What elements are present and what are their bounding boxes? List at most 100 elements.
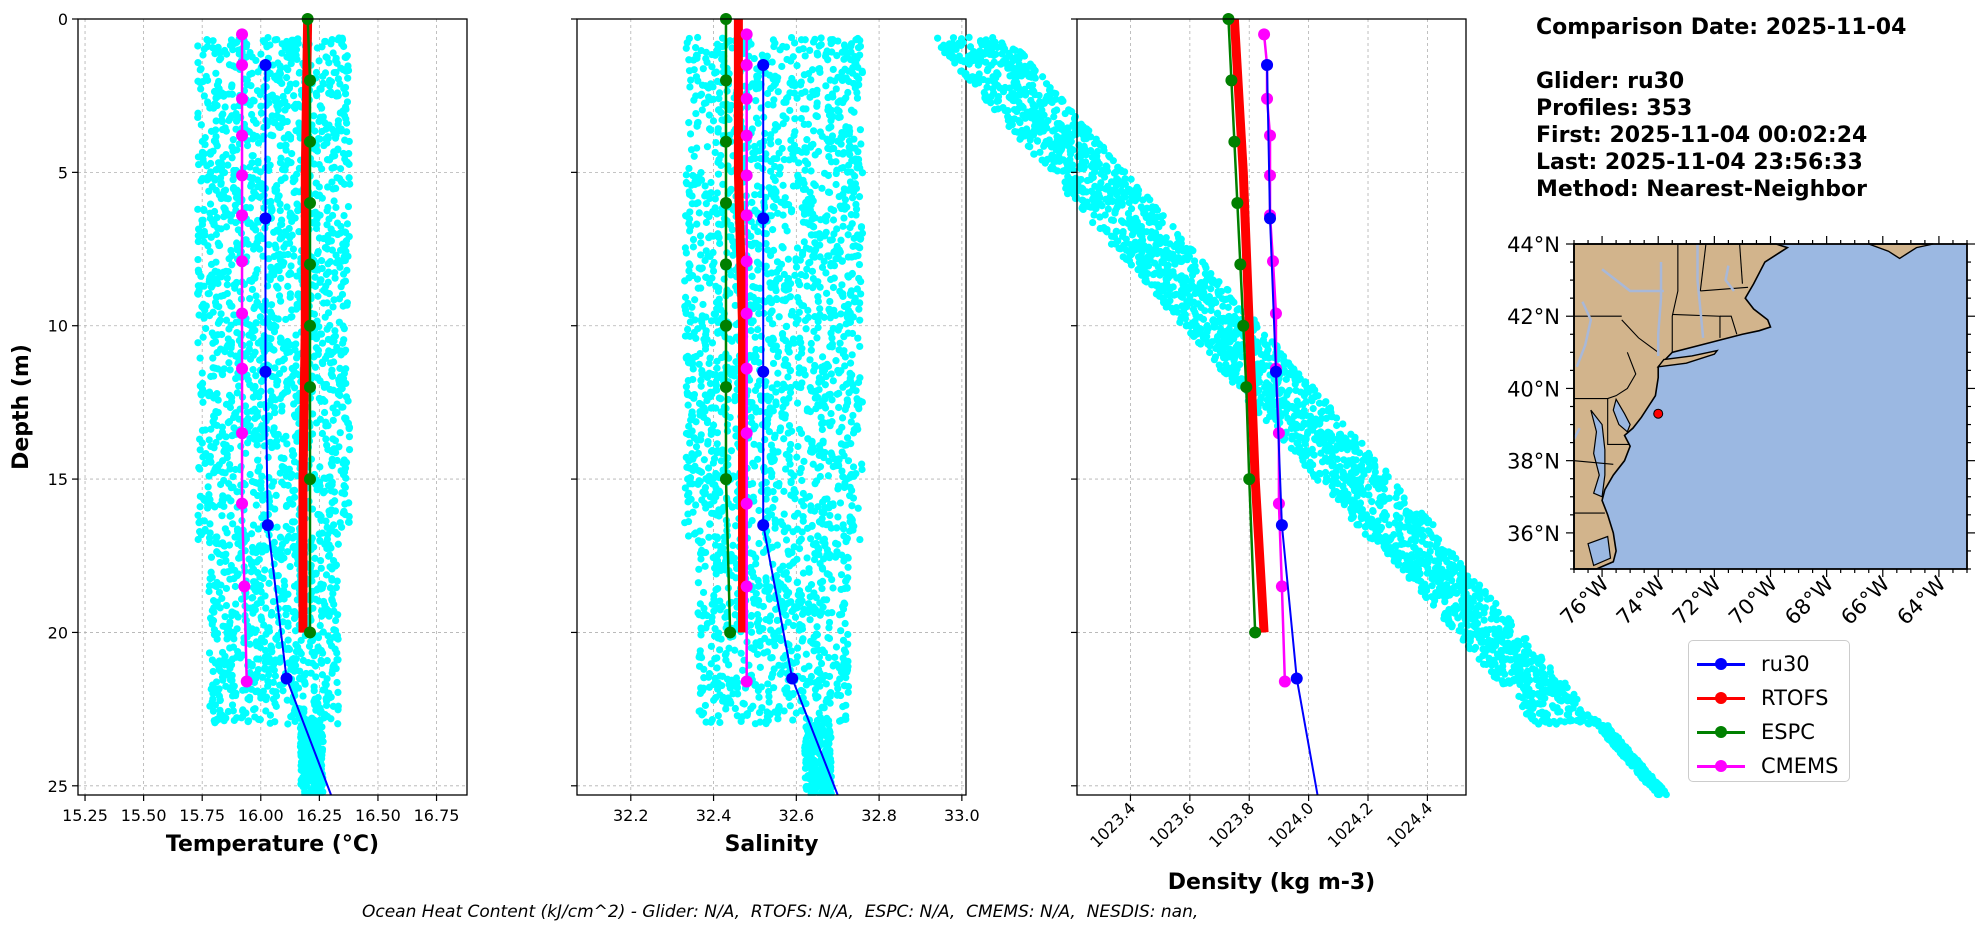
scatter-point: [791, 271, 799, 279]
scatter-point: [737, 649, 745, 657]
scatter-point: [257, 109, 266, 117]
scatter-point: [197, 177, 205, 185]
scatter-point: [277, 221, 285, 229]
scatter-point: [195, 311, 203, 319]
scatter-point: [800, 366, 808, 374]
scatter-point: [283, 231, 291, 239]
scatter-point: [311, 363, 320, 371]
scatter-point: [838, 423, 846, 431]
scatter-point: [205, 587, 213, 596]
scatter-point: [775, 275, 783, 283]
scatter-point: [769, 488, 777, 496]
scatter-point: [292, 127, 300, 135]
scatter-point: [254, 339, 262, 347]
scatter-point: [325, 290, 333, 298]
scatter-point: [836, 339, 844, 347]
scatter-point: [329, 435, 337, 443]
scatter-point: [337, 222, 345, 231]
scatter-point: [333, 408, 341, 417]
scatter-point: [748, 568, 757, 576]
scatter-point: [797, 497, 806, 506]
scatter-point: [287, 159, 295, 167]
scatter-point: [212, 138, 220, 147]
scatter-point: [277, 297, 285, 305]
scatter-point: [806, 258, 814, 266]
scatter-point: [245, 340, 254, 348]
scatter-point: [220, 669, 229, 677]
scatter-point: [210, 631, 219, 639]
scatter-point: [771, 162, 779, 171]
scatter-point: [226, 366, 234, 374]
scatter-point: [694, 325, 702, 333]
scatter-point: [835, 369, 843, 377]
scatter-point: [842, 130, 850, 138]
scatter-point: [843, 584, 851, 592]
scatter-point: [222, 50, 231, 58]
scatter-point: [774, 88, 782, 96]
scatter-point: [844, 231, 852, 239]
scatter-point: [280, 355, 288, 363]
scatter-point: [771, 176, 779, 185]
scatter-point: [314, 510, 322, 519]
scatter-point: [814, 297, 822, 305]
scatter-point: [255, 655, 263, 663]
scatter-point: [793, 399, 802, 407]
scatter-point: [334, 656, 342, 664]
scatter-point: [265, 579, 273, 587]
scatter-point: [204, 99, 212, 108]
scatter-point: [339, 270, 348, 278]
scatter-point: [288, 231, 296, 239]
scatter-point: [787, 477, 795, 486]
scatter-point: [248, 152, 256, 160]
scatter-point: [220, 502, 228, 511]
scatter-point: [246, 630, 254, 638]
scatter-point: [197, 390, 205, 398]
scatter-point: [323, 221, 331, 229]
scatter-point: [204, 483, 212, 491]
scatter-point: [278, 391, 286, 399]
scatter-point: [324, 203, 332, 212]
scatter-point: [287, 262, 295, 270]
scatter-point: [294, 684, 303, 692]
scatter-point: [815, 545, 823, 554]
scatter-point: [274, 315, 282, 323]
scatter-point: [209, 147, 217, 155]
scatter-point: [324, 335, 332, 344]
scatter-point: [716, 646, 724, 654]
scatter-point: [756, 642, 764, 650]
scatter-point: [814, 323, 822, 332]
series-marker-cmems: [236, 169, 249, 182]
scatter-point: [703, 620, 711, 628]
scatter-point: [213, 533, 221, 541]
scatter-point: [307, 669, 315, 677]
scatter-point: [752, 590, 760, 598]
scatter-point: [806, 616, 814, 624]
scatter-point: [339, 471, 348, 479]
scatter-point: [825, 653, 833, 662]
scatter-point: [224, 161, 232, 169]
scatter-point: [715, 89, 724, 97]
scatter-point: [808, 231, 816, 239]
scatter-point: [223, 281, 231, 289]
scatter-point: [221, 124, 229, 132]
scatter-point: [243, 142, 252, 150]
scatter-point: [194, 289, 202, 298]
scatter-point: [230, 628, 238, 637]
scatter-point: [857, 140, 865, 148]
scatter-point: [846, 527, 854, 535]
scatter-point: [341, 464, 350, 472]
scatter-point: [750, 645, 758, 654]
scatter-point: [200, 205, 208, 214]
scatter-point: [713, 189, 721, 197]
scatter-point: [276, 334, 285, 342]
scatter-point: [205, 312, 214, 320]
scatter-point: [299, 773, 307, 782]
scatter-point: [253, 441, 261, 449]
scatter-point: [717, 635, 725, 643]
scatter-point: [827, 205, 835, 213]
scatter-point: [791, 128, 799, 136]
scatter-point: [852, 200, 860, 208]
series-marker-espc: [303, 74, 316, 87]
scatter-point: [200, 45, 208, 53]
scatter-point: [845, 389, 853, 397]
